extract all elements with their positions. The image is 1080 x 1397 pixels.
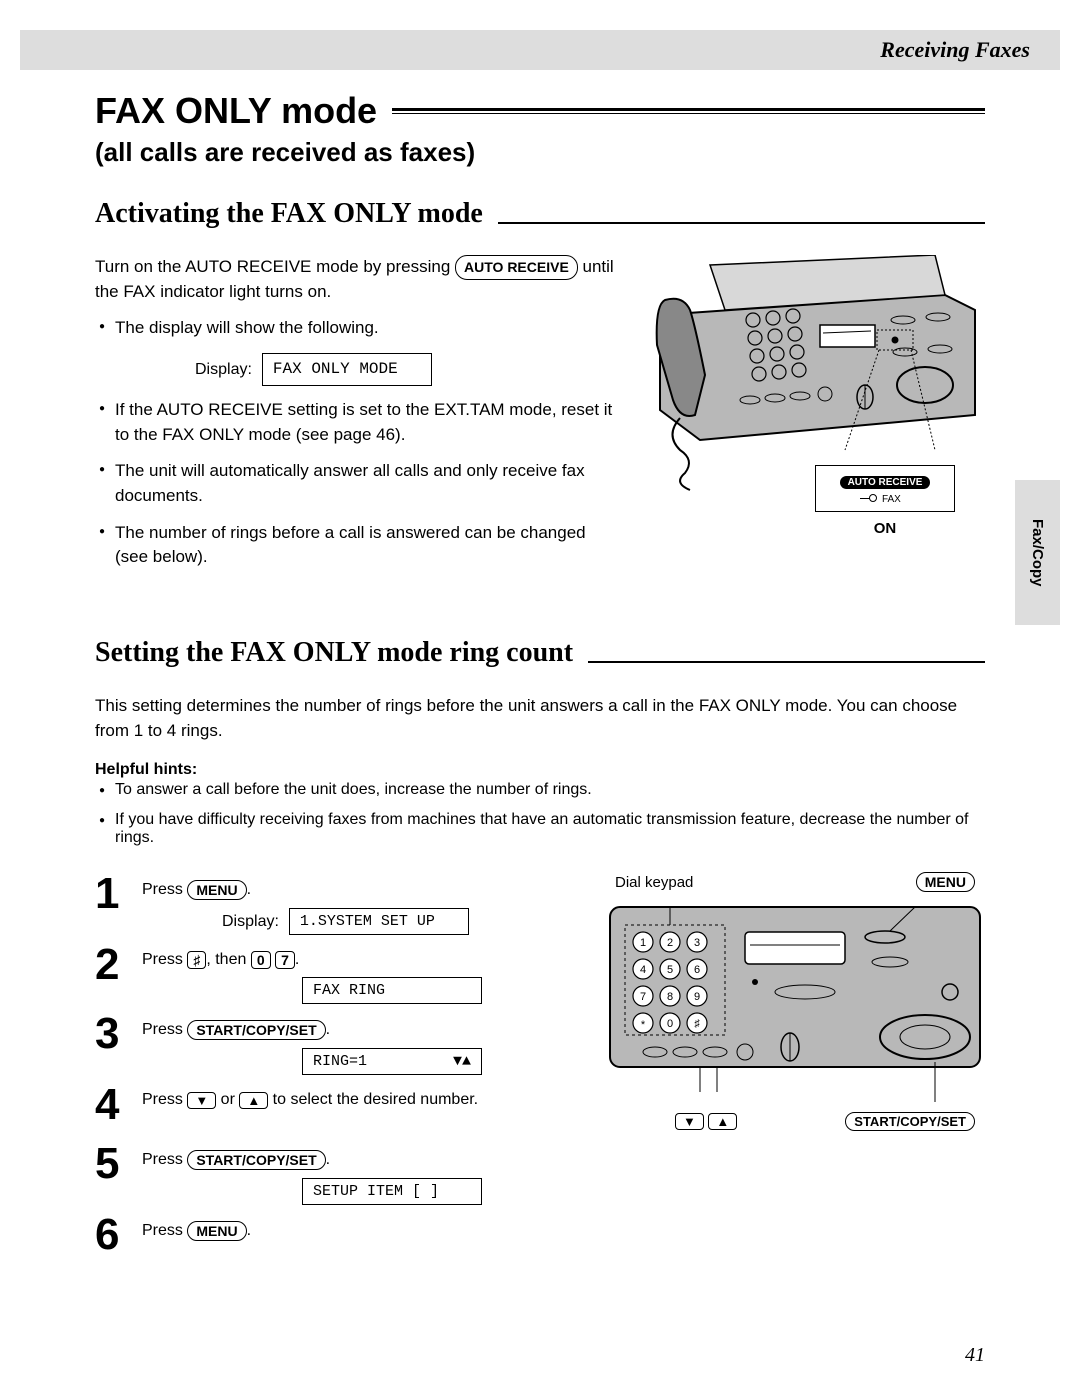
section1-text: Turn on the AUTO RECEIVE mode by pressin… — [95, 255, 620, 582]
step6-post: . — [247, 1223, 251, 1240]
up-arrow-key: ▲ — [239, 1092, 268, 1109]
auto-receive-badge: AUTO RECEIVE — [840, 476, 931, 489]
fax-control-panel-icon: 1 2 3 4 5 6 7 8 9 * 0 ♯ — [605, 897, 985, 1107]
page-number: 41 — [965, 1344, 985, 1367]
helpful-hints-title: Helpful hints: — [95, 761, 985, 779]
step4-post: to select the desired number. — [268, 1091, 478, 1108]
step-num-6: 6 — [95, 1213, 127, 1257]
step1-pre: Press — [142, 881, 187, 898]
down-arrow-callout: ▼ — [675, 1113, 704, 1130]
step-num-5: 5 — [95, 1142, 127, 1186]
on-label: ON — [815, 520, 955, 537]
bullet-3: The unit will automatically answer all c… — [95, 459, 620, 508]
step1-post: . — [247, 881, 251, 898]
svg-text:9: 9 — [694, 991, 700, 1003]
svg-text:2: 2 — [667, 937, 673, 949]
svg-text:4: 4 — [640, 964, 646, 976]
step5-post: . — [326, 1152, 330, 1169]
step5-pre: Press — [142, 1152, 187, 1169]
step-num-1: 1 — [95, 872, 127, 916]
bullet-1: The display will show the following. — [95, 316, 620, 341]
section1-title: Activating the FAX ONLY mode — [95, 198, 483, 230]
step2-post: . — [295, 951, 299, 968]
step3-display-val: RING=1 — [313, 1053, 367, 1070]
svg-text:0: 0 — [667, 1018, 673, 1030]
display-label: Display: — [195, 358, 252, 381]
step1-display-label: Display: — [222, 913, 279, 931]
bullet-2: If the AUTO RECEIVE setting is set to th… — [95, 398, 620, 447]
menu-button-callout: MENU — [916, 872, 975, 892]
menu-button-inline: MENU — [187, 880, 246, 900]
section2-desc: This setting determines the number of ri… — [95, 694, 985, 743]
svg-text:5: 5 — [667, 964, 673, 976]
step2-mid: , then — [206, 951, 250, 968]
auto-receive-button-inline: AUTO RECEIVE — [455, 255, 578, 279]
section2-title: Setting the FAX ONLY mode ring count — [95, 637, 573, 669]
step3-display: RING=1 ▼▲ — [302, 1048, 482, 1075]
section2-rule — [588, 661, 985, 663]
step2-display: FAX RING — [302, 977, 482, 1004]
help-2: If you have difficulty receiving faxes f… — [95, 811, 985, 847]
page-subtitle: (all calls are received as faxes) — [95, 137, 985, 168]
step3-arrows: ▼▲ — [453, 1053, 471, 1070]
zero-key: 0 — [251, 951, 271, 969]
start-copy-set-button-inline: START/COPY/SET — [187, 1020, 325, 1040]
menu-button-inline-2: MENU — [187, 1221, 246, 1241]
side-tab-label: Fax/Copy — [1029, 519, 1046, 587]
page-title: FAX ONLY mode — [95, 90, 377, 132]
svg-text:1: 1 — [640, 937, 646, 949]
step2-pre: Press — [142, 951, 187, 968]
start-copy-set-callout: START/COPY/SET — [845, 1112, 975, 1131]
steps-list: 1 Press MENU. Display: 1.SYSTEM SET UP 2… — [95, 872, 575, 1265]
page-title-row: FAX ONLY mode — [95, 90, 985, 132]
display-value-box: FAX ONLY MODE — [262, 353, 432, 386]
header-section-title: Receiving Faxes — [880, 37, 1030, 63]
step-num-3: 3 — [95, 1012, 127, 1056]
svg-text:8: 8 — [667, 991, 673, 1003]
intro-pre: Turn on the AUTO RECEIVE mode by pressin… — [95, 257, 450, 276]
step-num-2: 2 — [95, 943, 127, 987]
svg-text:6: 6 — [694, 964, 700, 976]
section2-title-row: Setting the FAX ONLY mode ring count — [95, 637, 985, 669]
svg-text:♯: ♯ — [694, 1018, 700, 1030]
step4-mid: or — [216, 1091, 239, 1108]
section2-diagram: Dial keypad MENU 1 2 3 4 5 6 7 8 9 — [605, 872, 985, 1131]
start-copy-set-button-inline-2: START/COPY/SET — [187, 1150, 325, 1170]
svg-text:3: 3 — [694, 937, 700, 949]
title-rule — [392, 108, 985, 114]
step4-pre: Press — [142, 1091, 187, 1108]
svg-text:7: 7 — [640, 991, 646, 1003]
seven-key: 7 — [275, 951, 295, 969]
step-num-4: 4 — [95, 1083, 127, 1127]
bullet-4: The number of rings before a call is ans… — [95, 521, 620, 570]
step1-display: 1.SYSTEM SET UP — [289, 908, 469, 935]
step5-display: SETUP ITEM [ ] — [302, 1178, 482, 1205]
side-tab: Fax/Copy — [1015, 480, 1060, 625]
section1-diagram: AUTO RECEIVE FAX ON — [645, 255, 985, 537]
section1-rule — [498, 222, 985, 224]
hash-key: ♯ — [187, 951, 206, 969]
section1-title-row: Activating the FAX ONLY mode — [95, 198, 985, 230]
help-1: To answer a call before the unit does, i… — [95, 781, 985, 799]
dial-keypad-label: Dial keypad — [615, 874, 693, 891]
step6-pre: Press — [142, 1223, 187, 1240]
up-arrow-callout: ▲ — [708, 1113, 737, 1130]
svg-text:*: * — [641, 1019, 646, 1031]
step3-post: . — [326, 1022, 330, 1039]
header-band: Receiving Faxes — [20, 30, 1060, 70]
fax-indicator-label: FAX — [882, 494, 901, 505]
down-arrow-key: ▼ — [187, 1092, 216, 1109]
step3-pre: Press — [142, 1022, 187, 1039]
